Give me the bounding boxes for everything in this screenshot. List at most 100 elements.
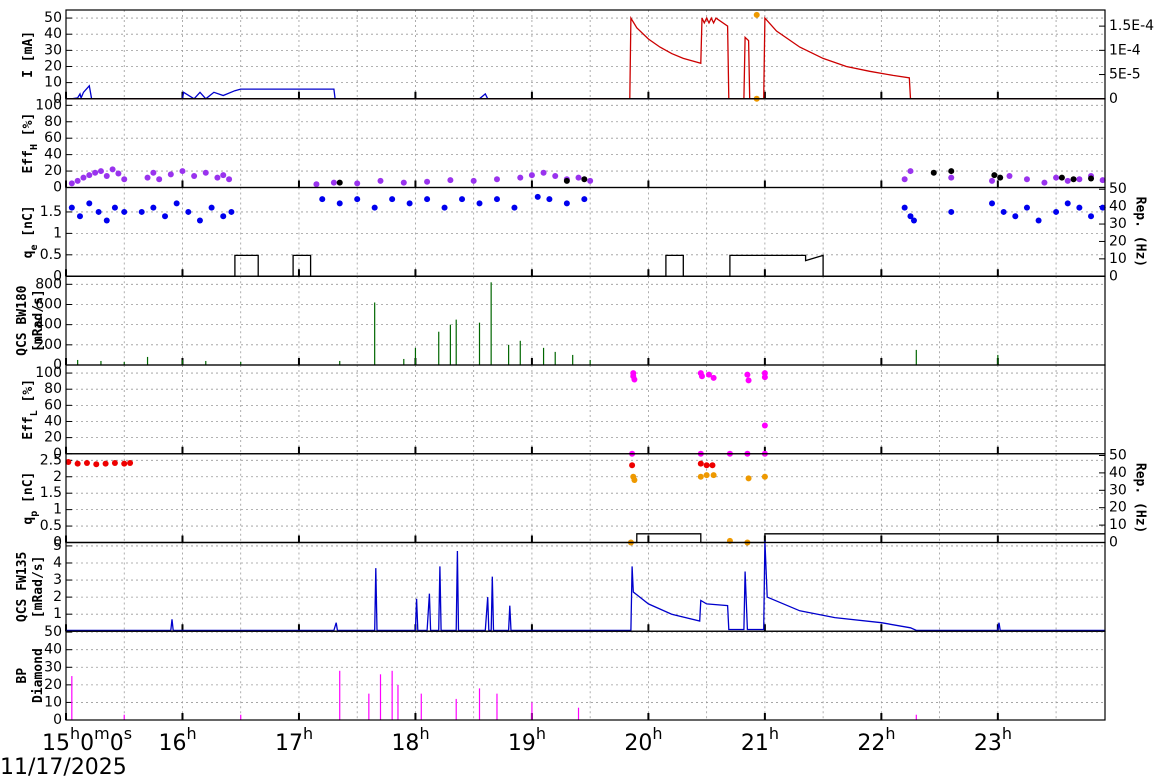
y-tick-label: 30 [44, 659, 62, 675]
data-point [95, 208, 102, 215]
y-label-part: [nC] [21, 205, 36, 244]
data-point [1000, 208, 1007, 215]
y2-tick-label: 0 [1109, 91, 1118, 107]
y2-tick-label: 50 [1109, 181, 1127, 197]
data-point [115, 170, 122, 177]
data-point [144, 174, 151, 181]
series-line [66, 254, 1105, 277]
y-tick-label: 4 [53, 555, 62, 571]
data-point [1006, 172, 1013, 179]
data-point [1076, 204, 1083, 211]
data-point [511, 204, 518, 211]
y-tick-label: 40 [44, 642, 62, 658]
data-point [1070, 176, 1077, 183]
data-point [162, 213, 169, 220]
data-point [74, 460, 81, 467]
y-label-part: QCS FW135 [15, 552, 30, 622]
data-point [68, 180, 75, 187]
data-point [191, 172, 198, 179]
data-point [1053, 174, 1060, 181]
data-point [948, 168, 955, 175]
data-point [92, 169, 99, 176]
y-label-part: [nC] [21, 472, 36, 511]
data-point [313, 181, 320, 188]
data-point [563, 200, 570, 207]
y-tick-label: 100 [35, 97, 62, 113]
y-tick-label: 80 [44, 114, 62, 130]
data-point [86, 172, 93, 179]
data-point [761, 374, 768, 381]
data-point [581, 196, 588, 203]
data-point [330, 179, 337, 186]
data-point [703, 472, 710, 479]
data-point [629, 462, 636, 469]
y-tick-label: 80 [44, 381, 62, 397]
y2-tick-label: 1.5E-4 [1109, 18, 1154, 34]
y-tick-label: 0 [53, 357, 62, 373]
data-point [991, 172, 998, 179]
data-point [185, 208, 192, 215]
data-point [83, 459, 90, 466]
x-tick-label: 22h [857, 724, 895, 756]
y-tick-label: 2 [53, 469, 62, 485]
y2-tick-label: 30 [1109, 482, 1127, 498]
data-point [907, 213, 914, 220]
y-label-line: EffH [%] [21, 113, 40, 174]
data-point [121, 176, 128, 183]
data-point [336, 200, 343, 207]
x-tick-label: 21h [741, 724, 779, 756]
y-tick-label: 3 [53, 572, 62, 588]
y-label-part: e [29, 245, 40, 251]
data-point [546, 196, 553, 203]
y2-tick-label: 0 [1109, 535, 1118, 551]
y-label-part: q [21, 517, 36, 525]
data-point [167, 171, 174, 178]
y2-tick-label: 10 [1109, 517, 1127, 533]
data-point [97, 168, 104, 175]
panel-frame [65, 630, 1106, 721]
data-point [111, 459, 118, 466]
data-point [406, 200, 413, 207]
data-point [631, 376, 638, 383]
data-point [901, 204, 908, 211]
data-point [517, 174, 524, 181]
data-point [534, 193, 541, 200]
x-tick-label: 16h [158, 724, 196, 756]
y-label-line: QCS FW135 [15, 552, 30, 622]
data-point [138, 208, 145, 215]
data-point [121, 460, 128, 467]
y-tick-label: 1 [53, 502, 62, 518]
y2-axis-label: Rep. (Hz) [1133, 197, 1148, 267]
y-label-part: H [29, 144, 40, 150]
series-line [66, 533, 1105, 544]
data-point [389, 196, 396, 203]
data-point [74, 177, 81, 184]
y-tick-label: 0.5 [40, 518, 62, 534]
data-point [1023, 204, 1030, 211]
y-label-part: L [29, 410, 40, 416]
data-point [459, 196, 466, 203]
y-label-line: [mRad/s] [31, 289, 46, 352]
y-axis-label: EffH [%] [21, 113, 40, 174]
data-point [705, 371, 712, 378]
y2-tick-label: 30 [1109, 216, 1127, 232]
y2-tick-label: 40 [1109, 199, 1127, 215]
x-tick-label: 19h [508, 724, 546, 756]
data-point [400, 179, 407, 186]
x-tick-label: 20h [624, 724, 662, 756]
data-point [424, 196, 431, 203]
y-tick-label: 20 [44, 58, 62, 74]
data-point [179, 168, 186, 175]
data-point [354, 196, 361, 203]
data-point [1088, 213, 1095, 220]
data-point [156, 176, 163, 183]
y-axis-label: EffL [%] [21, 379, 40, 440]
y2-tick-label: 1E-4 [1109, 42, 1141, 58]
y-tick-label: 20 [44, 163, 62, 179]
data-point [336, 179, 343, 186]
data-point [710, 374, 717, 381]
y-tick-label: 20 [44, 430, 62, 446]
panel-frame [65, 541, 1106, 632]
panel-frame [65, 364, 1106, 455]
